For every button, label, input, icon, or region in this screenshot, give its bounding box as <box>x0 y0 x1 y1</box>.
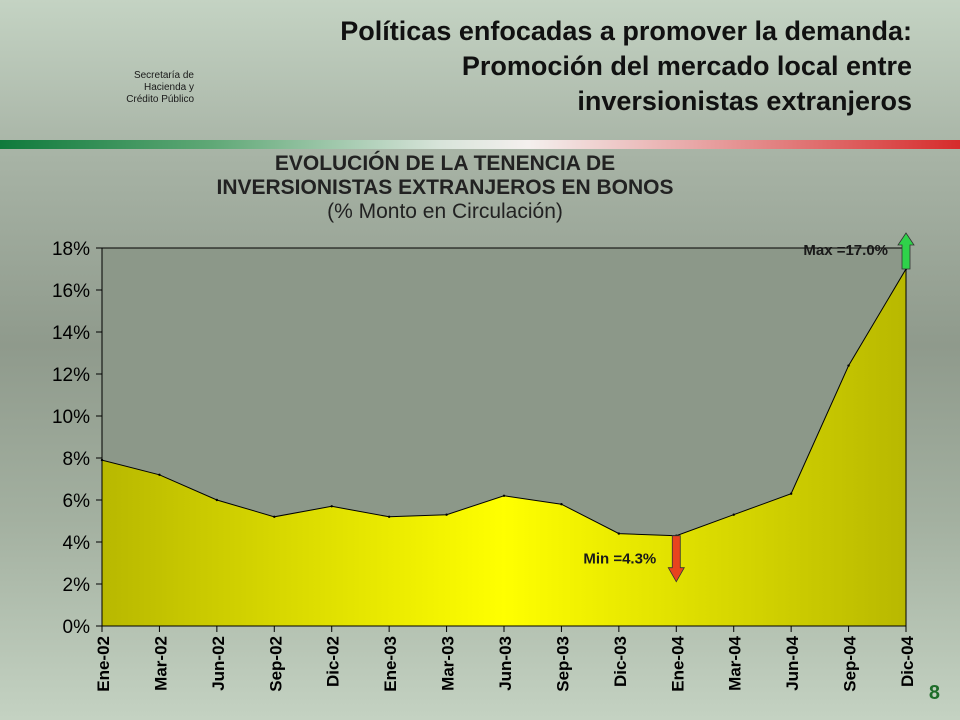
slide-title-line-3: inversionistas extranjeros <box>577 86 912 116</box>
x-tick-label: Sep-04 <box>841 635 860 691</box>
x-tick-label: Dic-03 <box>611 636 630 687</box>
chart-title-line-1: EVOLUCIÓN DE LA TENENCIA DE <box>274 152 616 175</box>
page-number: 8 <box>928 682 940 704</box>
min-annotation-label: Min =4.3% <box>583 551 656 568</box>
data-point-Dic-03 <box>617 532 621 535</box>
x-tick-label: Ene-03 <box>381 636 400 692</box>
y-tick-label: 6% <box>63 491 91 512</box>
org-line-1: Secretaría de <box>133 70 194 81</box>
data-point-Sep-02 <box>273 515 276 518</box>
data-point-Jun-03 <box>502 494 506 497</box>
max-arrow-icon <box>897 232 915 270</box>
x-tick-label: Mar-02 <box>151 636 170 691</box>
x-tick-label: Sep-03 <box>553 636 572 692</box>
y-tick-label: 10% <box>52 407 90 428</box>
data-area <box>101 267 907 627</box>
y-tick-label: 2% <box>63 575 91 596</box>
x-tick-label: Dic-04 <box>898 635 917 687</box>
x-tick-label: Sep-02 <box>266 636 285 692</box>
chart-title: EVOLUCIÓN DE LA TENENCIA DE INVERSIONIST… <box>100 152 790 224</box>
x-tick-label: Mar-04 <box>726 635 745 690</box>
data-point-Mar-04 <box>732 513 735 516</box>
organization-name: Secretaría de Hacienda y Crédito Público <box>96 70 194 106</box>
x-tick-label: Ene-02 <box>94 636 113 692</box>
decorative-color-stripe <box>0 140 960 149</box>
x-tick-label: Jun-02 <box>209 636 228 691</box>
max-annotation-label: Max =17.0% <box>803 242 888 259</box>
slide-title: Políticas enfocadas a promover la demand… <box>212 14 912 119</box>
data-point-Jun-04 <box>789 492 793 495</box>
org-line-3: Crédito Público <box>126 94 194 105</box>
data-point-Mar-02 <box>158 473 161 476</box>
data-point-Sep-04 <box>847 364 850 367</box>
data-point-Dic-02 <box>330 505 333 508</box>
x-tick-label: Jun-03 <box>496 636 515 691</box>
y-tick-label: 4% <box>63 533 91 554</box>
org-line-2: Hacienda y <box>143 82 194 93</box>
y-tick-label: 16% <box>52 281 90 302</box>
data-point-Sep-03 <box>560 503 563 506</box>
y-tick-label: 0% <box>63 617 91 638</box>
slide-title-line-1: Políticas enfocadas a promover la demand… <box>340 16 912 46</box>
chart-subtitle: (% Monto en Circulación) <box>327 200 563 223</box>
data-point-Mar-03 <box>445 513 448 516</box>
slide-title-line-2: Promoción del mercado local entre <box>461 51 912 81</box>
x-tick-label: Jun-04 <box>783 635 802 690</box>
x-tick-label: Ene-04 <box>668 635 687 691</box>
x-tick-label: Mar-03 <box>439 636 458 691</box>
y-tick-label: 18% <box>52 239 90 260</box>
chart-title-line-2: INVERSIONISTAS EXTRANJEROS EN BONOS <box>216 176 674 199</box>
x-tick-label: Dic-02 <box>324 636 343 687</box>
data-point-Jun-02 <box>215 498 219 502</box>
min-arrow-icon <box>667 535 685 583</box>
data-point-Ene-03 <box>387 515 391 518</box>
y-tick-label: 14% <box>52 323 90 344</box>
y-tick-label: 12% <box>52 365 90 386</box>
y-tick-label: 8% <box>63 449 91 470</box>
